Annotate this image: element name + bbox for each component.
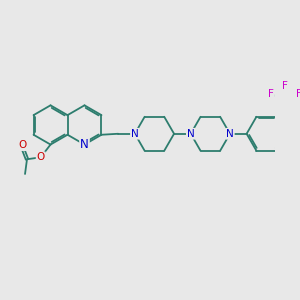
Text: F: F [268,88,274,99]
Text: O: O [37,152,45,162]
Text: N: N [131,129,139,139]
Text: N: N [187,129,195,139]
Text: O: O [18,140,26,150]
Text: N: N [80,138,89,151]
Text: F: F [282,81,288,91]
Text: F: F [296,88,300,99]
Text: N: N [226,129,234,139]
